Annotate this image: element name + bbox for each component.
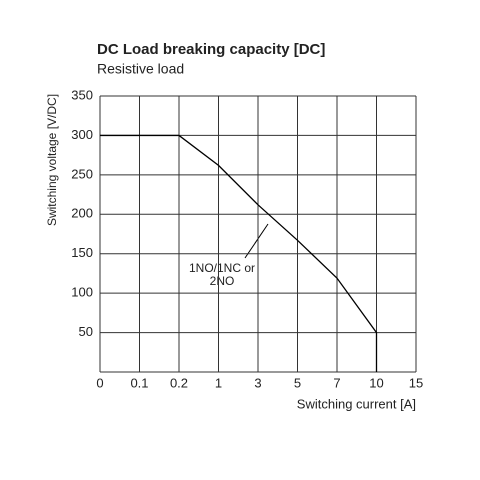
x-tick-label: 0 (96, 375, 103, 390)
x-tick-label: 3 (254, 375, 261, 390)
y-tick-label: 350 (71, 87, 93, 102)
data-line (100, 134, 378, 372)
x-axis-label: Switching current [A] (297, 396, 416, 411)
x-tick-label: 10 (369, 375, 383, 390)
y-tick-label: 250 (71, 166, 93, 181)
x-tick-label: 15 (409, 375, 423, 390)
x-tick-label: 7 (333, 375, 340, 390)
x-tick-label: 5 (294, 375, 301, 390)
y-tick-label: 200 (71, 206, 93, 221)
y-tick-label: 100 (71, 285, 93, 300)
y-tick-label: 150 (71, 245, 93, 260)
y-tick-label: 300 (71, 127, 93, 142)
annotation-leader (244, 223, 269, 259)
x-tick-label: 0.1 (130, 375, 148, 390)
y-tick-label: 50 (79, 324, 93, 339)
chart-title: DC Load breaking capacity [DC] (97, 41, 325, 58)
x-tick-label: 0.2 (170, 375, 188, 390)
y-axis-label: Switching voltage [V/DC] (45, 94, 59, 226)
chart-subtitle: Resistive load (97, 61, 184, 77)
annotation: 1NO/1NC or (189, 261, 255, 275)
x-tick-label: 1 (215, 375, 222, 390)
annotation: 2NO (210, 274, 235, 288)
